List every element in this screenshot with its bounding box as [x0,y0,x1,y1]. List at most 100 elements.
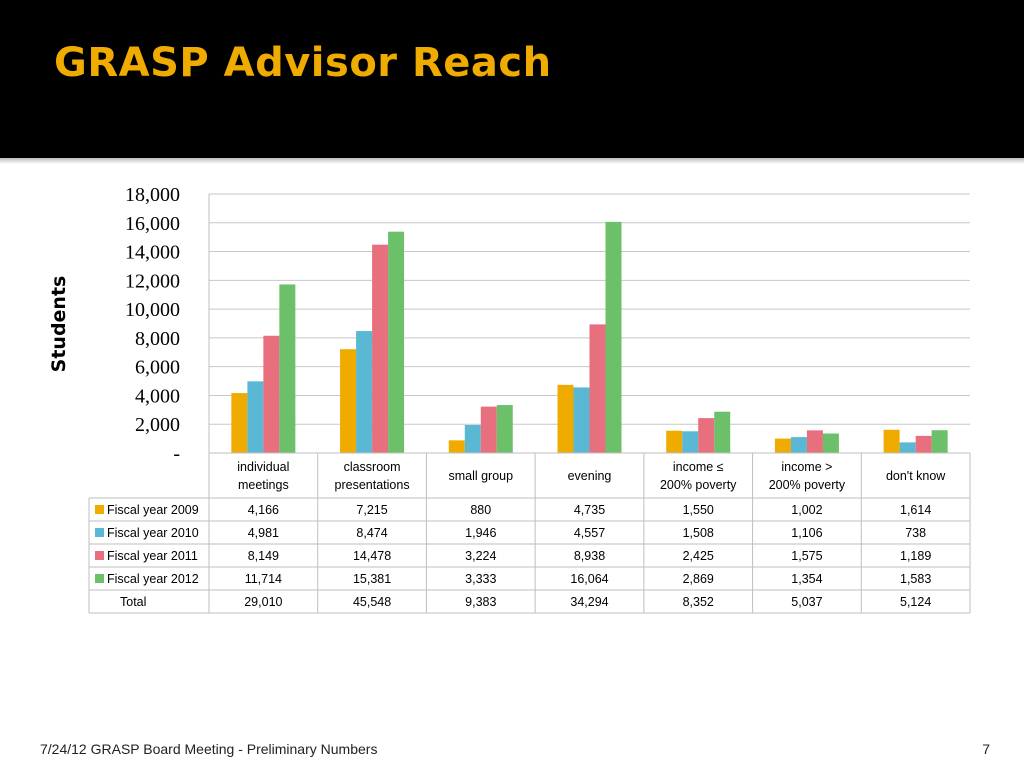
footer-text: 7/24/12 GRASP Board Meeting - Preliminar… [40,741,378,757]
legend-label: Fiscal year 2011 [107,549,198,563]
table-cell: 1,550 [683,503,714,517]
table-cell: 3,224 [465,549,496,563]
bar [279,284,296,453]
bar [915,435,932,453]
bar [605,221,622,453]
table-cell: 1,354 [791,572,822,586]
y-tick-label: 12,000 [125,270,180,292]
table-cell: 5,037 [791,595,822,609]
bar [388,231,405,453]
legend-swatch [95,551,104,560]
category-label: small group [448,469,513,483]
y-tick-label: - [173,443,180,465]
bar [231,393,248,453]
table-cell: 11,714 [245,572,282,586]
bar [822,433,839,453]
title-bar [0,0,1024,158]
table-cell: 29,010 [244,595,282,609]
table-cell: 34,294 [570,595,608,609]
table-cell: 3,333 [465,572,496,586]
total-label: Total [120,595,146,609]
bar-chart: - 2,000 4,000 6,000 8,000 10,000 12,000 14,000 1… [48,184,971,614]
table-cell: 738 [905,526,926,540]
table-cell: 1,583 [900,572,931,586]
table-cell: 4,981 [248,526,279,540]
bar [263,335,280,453]
table-cell: 1,106 [791,526,822,540]
table-cell: 5,124 [900,595,931,609]
legend-swatch [95,574,104,583]
y-axis-label: Students [48,276,70,373]
table-cell: 4,166 [248,503,279,517]
bar [480,406,497,453]
y-tick-label: 16,000 [125,213,180,235]
bar [698,418,715,453]
table-cell: 7,215 [356,503,387,517]
bars [231,221,948,453]
category-label: 200% poverty [660,478,737,492]
category-label: meetings [238,478,289,492]
bar [340,349,357,453]
legend-swatch [95,505,104,514]
y-tick-label: 8,000 [135,328,180,350]
table-cell: 14,478 [353,549,391,563]
bar [496,405,513,453]
category-label: income ≤ [673,460,724,474]
page-number: 7 [982,741,990,757]
data-table: individual meetings classroom presentations… [88,452,971,614]
bar [557,384,574,453]
bar [666,430,683,453]
bar [806,430,823,453]
category-label: income > [781,460,832,474]
y-tick-label: 14,000 [125,242,180,264]
table-cell: 4,557 [574,526,605,540]
bar [589,324,606,453]
y-tick-label: 4,000 [135,385,180,407]
table-cell: 8,352 [683,595,714,609]
bar [573,387,590,453]
category-label: evening [568,469,612,483]
bar [714,411,731,453]
y-tick-label: 6,000 [135,357,180,379]
table-cell: 9,383 [465,595,496,609]
category-label: individual [237,460,289,474]
bar [682,431,699,453]
bar [247,381,264,453]
table-cell: 4,735 [574,503,605,517]
table-cell: 8,149 [248,549,279,563]
y-tick-label: 18,000 [125,184,180,206]
legend-label: Fiscal year 2010 [107,526,199,540]
bar [931,430,948,453]
table-cell: 1,002 [791,503,822,517]
category-label: 200% poverty [769,478,846,492]
legend-label: Fiscal year 2012 [107,572,199,586]
bar [899,442,916,453]
legend-swatch [95,528,104,537]
slide-title: GRASP Advisor Reach [54,40,552,86]
table-cell: 8,474 [356,526,387,540]
title-bar-shadow [0,158,1024,164]
bar [448,440,465,453]
category-label: presentations [335,478,410,492]
table-cell: 2,869 [683,572,714,586]
category-label: don't know [886,469,946,483]
table-cell: 15,381 [353,572,391,586]
bar [790,437,807,453]
table-cell: 1,946 [465,526,496,540]
table-cell: 45,548 [353,595,391,609]
table-cell: 1,189 [900,549,931,563]
table-cell: 1,575 [791,549,822,563]
bar [372,244,389,453]
y-axis: - 2,000 4,000 6,000 8,000 10,000 12,000 14,000 1… [125,184,210,465]
bar [774,438,791,453]
table-cell: 2,425 [683,549,714,563]
y-tick-label: 10,000 [125,299,180,321]
legend-label: Fiscal year 2009 [107,503,199,517]
bar [464,424,481,453]
table-cell: 880 [470,503,491,517]
category-label: classroom [344,460,401,474]
table-cell: 16,064 [570,572,608,586]
y-tick-label: 2,000 [135,414,180,436]
table-cell: 1,508 [683,526,714,540]
bar [356,331,373,453]
